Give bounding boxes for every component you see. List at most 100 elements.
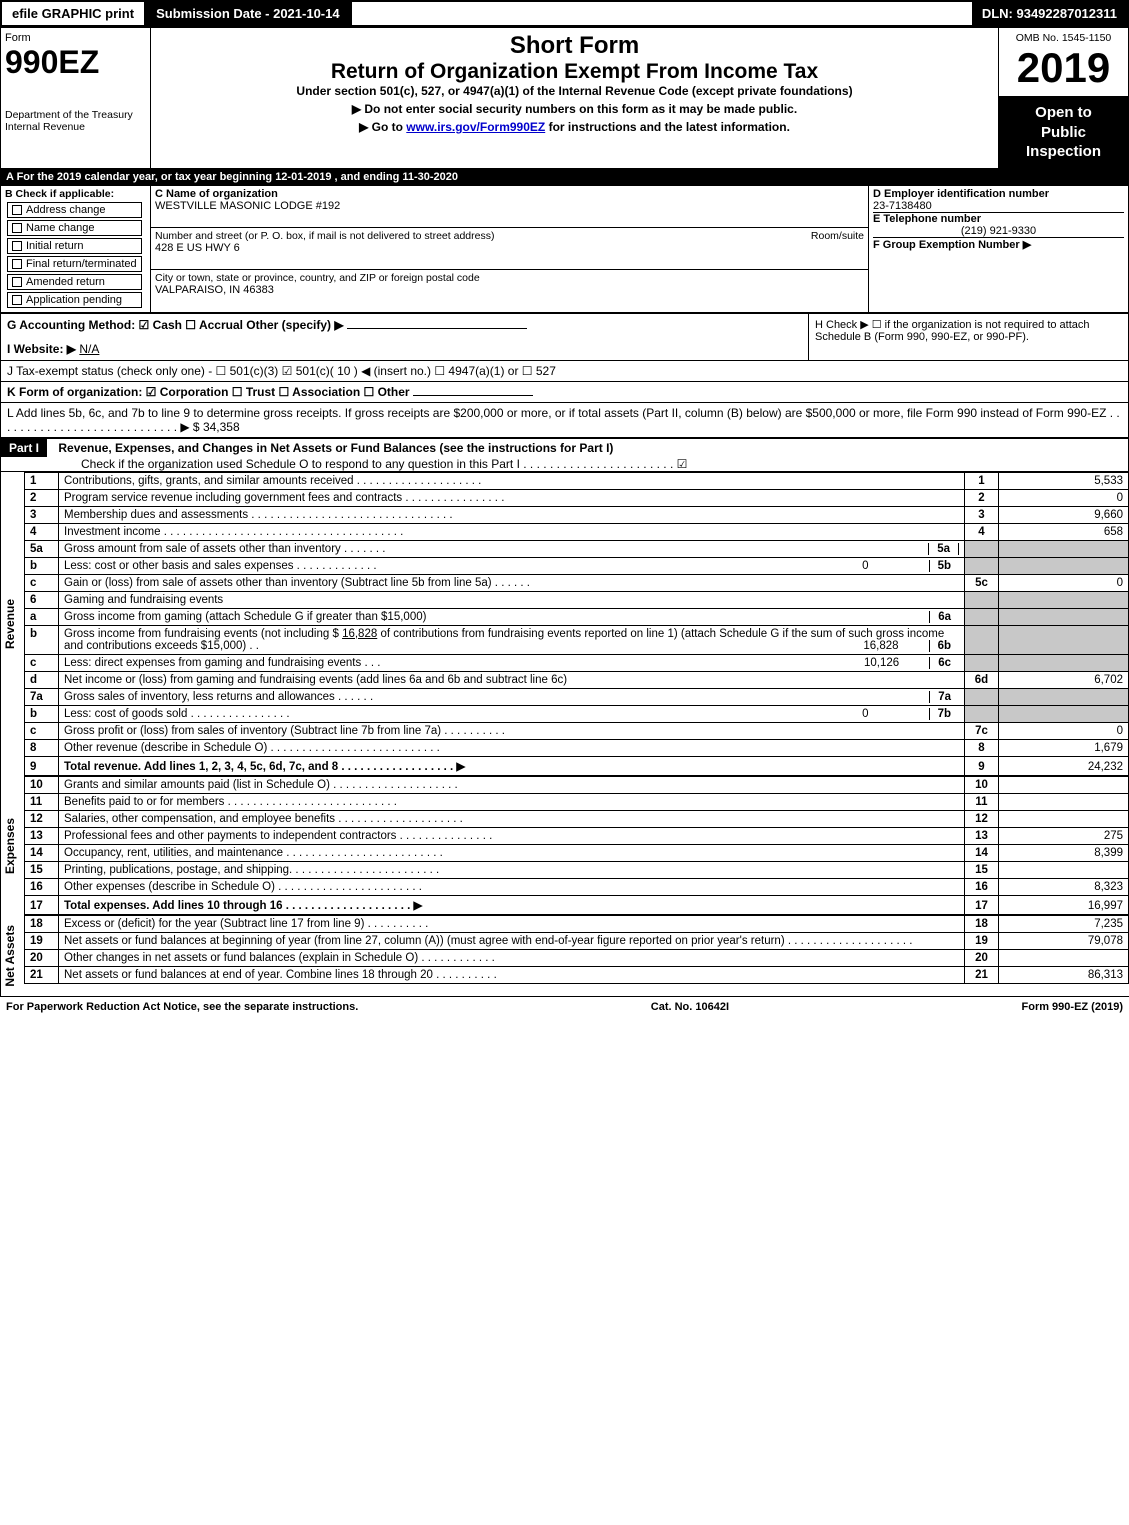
dln-label: DLN: 93492287012311 (972, 2, 1127, 25)
open-to: Open to (1003, 103, 1124, 123)
netassets-table: 18Excess or (deficit) for the year (Subt… (24, 915, 1129, 984)
street-value: 428 E US HWY 6 (155, 242, 864, 254)
footer-right: Form 990-EZ (2019) (1022, 1001, 1123, 1013)
g-other-input[interactable] (347, 328, 527, 329)
ghijkl-block: G Accounting Method: ☑ Cash ☐ Accrual Ot… (0, 313, 1129, 438)
checkbox-address-change[interactable] (12, 205, 22, 215)
chk-pending: Application pending (26, 294, 122, 306)
line7c-amount: 0 (999, 722, 1129, 739)
street-label: Number and street (or P. O. box, if mail… (155, 230, 864, 242)
line6b-desc: Gross income from fundraising events (no… (59, 625, 965, 654)
line5c-amount: 0 (999, 574, 1129, 591)
j-line: J Tax-exempt status (check only one) - ☐… (1, 360, 1129, 381)
revenue-sidebar: Revenue (0, 472, 24, 776)
ein-label: D Employer identification number (873, 188, 1124, 200)
h-line: H Check ▶ ☐ if the organization is not r… (809, 313, 1129, 360)
expenses-sidebar: Expenses (0, 776, 24, 915)
line6c-subamount: 10,126 (856, 657, 929, 669)
form-word: Form (5, 32, 146, 44)
line6b-subamount: 16,828 (855, 640, 928, 652)
line16-amount: 8,323 (999, 878, 1129, 895)
dept-treasury: Department of the Treasury (5, 109, 146, 121)
k-line: K Form of organization: ☑ Corporation ☐ … (7, 385, 410, 399)
public: Public (1003, 123, 1124, 143)
chk-address: Address change (26, 204, 106, 216)
line1-amount: 5,533 (999, 472, 1129, 489)
line12-amount (999, 810, 1129, 827)
line11-amount (999, 793, 1129, 810)
revenue-section: Revenue 1Contributions, gifts, grants, a… (0, 472, 1129, 776)
k-other-input[interactable] (413, 395, 533, 396)
subhead: Under section 501(c), 527, or 4947(a)(1)… (155, 84, 994, 98)
tax-year: 2019 (1003, 44, 1124, 92)
chk-initial: Initial return (26, 240, 83, 252)
city-label: City or town, state or province, country… (155, 272, 864, 284)
irs-link[interactable]: www.irs.gov/Form990EZ (406, 120, 545, 134)
chk-amended: Amended return (26, 276, 105, 288)
netassets-section: Net Assets 18Excess or (deficit) for the… (0, 915, 1129, 997)
checkbox-amended-return[interactable] (12, 277, 22, 287)
chk-final: Final return/terminated (26, 258, 137, 270)
city-value: VALPARAISO, IN 46383 (155, 284, 864, 296)
omb-number: OMB No. 1545-1150 (1003, 32, 1124, 44)
website-value: N/A (79, 342, 99, 356)
form-number: 990EZ (5, 44, 146, 81)
footer-mid: Cat. No. 10642I (651, 1001, 729, 1013)
line17-amount: 16,997 (999, 895, 1129, 914)
room-label: Room/suite (811, 230, 864, 242)
line9-amount: 24,232 (999, 756, 1129, 775)
org-name: WESTVILLE MASONIC LODGE #192 (155, 200, 864, 212)
checkbox-initial-return[interactable] (12, 241, 22, 251)
irs-label: Internal Revenue (5, 121, 146, 133)
inspection: Inspection (1003, 142, 1124, 162)
goto-line: ▶ Go to www.irs.gov/Form990EZ for instru… (155, 120, 994, 134)
goto-pre: ▶ Go to (359, 120, 406, 134)
submission-date-button[interactable]: Submission Date - 2021-10-14 (146, 2, 352, 25)
line18-amount: 7,235 (999, 915, 1129, 932)
phone-value: (219) 921-9330 (873, 225, 1124, 237)
line2-amount: 0 (999, 489, 1129, 506)
entity-block: B Check if applicable: Address change Na… (0, 185, 1129, 313)
name-label: C Name of organization (155, 188, 864, 200)
line7b-subamount: 0 (854, 708, 928, 720)
expenses-section: Expenses 10Grants and similar amounts pa… (0, 776, 1129, 915)
part1-title: Revenue, Expenses, and Changes in Net As… (50, 441, 613, 455)
topbar: efile GRAPHIC print Submission Date - 20… (0, 0, 1129, 27)
checkbox-application-pending[interactable] (12, 295, 22, 305)
footer-left: For Paperwork Reduction Act Notice, see … (6, 1001, 358, 1013)
title-return: Return of Organization Exempt From Incom… (155, 60, 994, 84)
chk-name: Name change (26, 222, 95, 234)
line8-amount: 1,679 (999, 739, 1129, 756)
topbar-spacer (352, 2, 972, 25)
expenses-table: 10Grants and similar amounts paid (list … (24, 776, 1129, 915)
line21-amount: 86,313 (999, 966, 1129, 983)
line10-amount (999, 776, 1129, 793)
form-header: Form 990EZ Department of the Treasury In… (0, 27, 1129, 169)
checkbox-name-change[interactable] (12, 223, 22, 233)
ssn-warning: ▶ Do not enter social security numbers o… (155, 102, 994, 116)
footer: For Paperwork Reduction Act Notice, see … (0, 996, 1129, 1017)
line6d-amount: 6,702 (999, 671, 1129, 688)
title-short-form: Short Form (155, 32, 994, 60)
part1-bar: Part I (1, 439, 47, 457)
check-list: Address change Name change Initial retur… (5, 200, 144, 310)
line4-amount: 658 (999, 523, 1129, 540)
line15-amount (999, 861, 1129, 878)
checkbox-final-return[interactable] (12, 259, 22, 269)
ein-value: 23-7138480 (873, 200, 1124, 212)
revenue-table: 1Contributions, gifts, grants, and simil… (24, 472, 1129, 776)
line14-amount: 8,399 (999, 844, 1129, 861)
line19-amount: 79,078 (999, 932, 1129, 949)
goto-post: for instructions and the latest informat… (545, 120, 790, 134)
group-exemption-label: F Group Exemption Number ▶ (873, 238, 1124, 251)
i-label: I Website: ▶ (7, 342, 76, 356)
part1-header: Part I Revenue, Expenses, and Changes in… (0, 438, 1129, 472)
section-a-bar: A For the 2019 calendar year, or tax yea… (0, 169, 1129, 185)
part1-checkline: Check if the organization used Schedule … (1, 457, 1128, 471)
efile-print-button[interactable]: efile GRAPHIC print (2, 2, 146, 25)
l-line: L Add lines 5b, 6c, and 7b to line 9 to … (1, 402, 1129, 437)
line3-amount: 9,660 (999, 506, 1129, 523)
g-line: G Accounting Method: ☑ Cash ☐ Accrual Ot… (7, 318, 347, 332)
inspection-box: Open to Public Inspection (999, 97, 1128, 168)
line20-amount (999, 949, 1129, 966)
